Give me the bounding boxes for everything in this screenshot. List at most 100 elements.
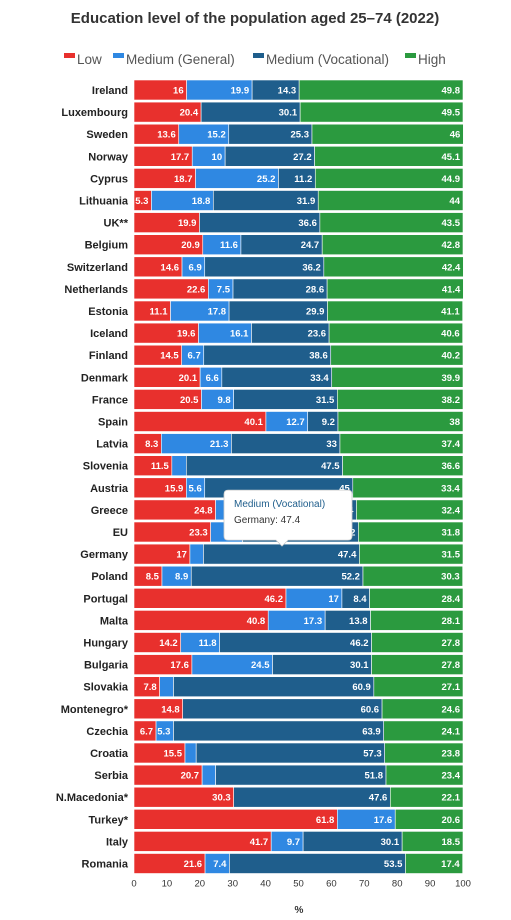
legend-swatch-high[interactable] bbox=[405, 53, 416, 58]
bar-high[interactable] bbox=[321, 234, 464, 255]
bar-high[interactable] bbox=[405, 853, 463, 874]
bar-medium-vocational[interactable] bbox=[173, 676, 375, 698]
bar-high[interactable] bbox=[319, 212, 464, 233]
tooltip-value: Germany: 47.4 bbox=[234, 515, 301, 526]
bar-high[interactable] bbox=[401, 831, 464, 852]
bar-high[interactable] bbox=[326, 278, 464, 300]
category-label: EU bbox=[113, 527, 128, 539]
bar-low[interactable] bbox=[133, 587, 287, 609]
bar-high[interactable] bbox=[389, 786, 464, 808]
legend-label-medium-general[interactable]: Medium (General) bbox=[126, 52, 235, 67]
data-label: 24.6 bbox=[442, 704, 461, 715]
bar-high[interactable] bbox=[331, 366, 464, 388]
bar-medium-vocational[interactable] bbox=[231, 433, 341, 454]
category-label: Serbia bbox=[94, 770, 129, 782]
data-label: 7.5 bbox=[217, 284, 231, 295]
data-label: 13.8 bbox=[349, 616, 368, 627]
data-label: 24.1 bbox=[442, 726, 461, 737]
bar-medium-vocational[interactable] bbox=[186, 455, 343, 477]
data-label: 41.7 bbox=[250, 837, 269, 848]
legend-swatch-medium-vocational[interactable] bbox=[253, 53, 264, 58]
bar-high[interactable] bbox=[314, 168, 464, 189]
data-label: 17.4 bbox=[441, 859, 460, 870]
bar-high[interactable] bbox=[352, 477, 463, 499]
data-label: 8.9 bbox=[175, 572, 188, 583]
category-label: Estonia bbox=[88, 306, 129, 318]
bar-high[interactable] bbox=[311, 123, 464, 145]
bar-high[interactable] bbox=[383, 720, 464, 742]
bar-medium-vocational[interactable] bbox=[229, 853, 406, 874]
data-label: 11.8 bbox=[199, 638, 217, 649]
data-label: 14.3 bbox=[278, 86, 297, 97]
category-label: Malta bbox=[100, 615, 129, 627]
data-label: 52.2 bbox=[341, 572, 360, 583]
data-label: 18.5 bbox=[442, 837, 461, 848]
bar-high[interactable] bbox=[362, 565, 463, 587]
data-label: 6.9 bbox=[189, 262, 202, 273]
data-label: 33.4 bbox=[441, 483, 460, 494]
bar-high[interactable] bbox=[369, 587, 464, 609]
bar-medium-vocational[interactable] bbox=[190, 565, 364, 587]
bar-high[interactable] bbox=[384, 742, 464, 764]
bar-medium-vocational[interactable] bbox=[233, 786, 391, 808]
bar-medium-general[interactable] bbox=[159, 676, 174, 698]
legend-label-low[interactable]: Low bbox=[77, 52, 102, 67]
data-label: 19.9 bbox=[231, 86, 250, 97]
bar-medium-vocational[interactable] bbox=[182, 698, 383, 720]
bar-low[interactable] bbox=[133, 808, 338, 830]
data-label: 24.8 bbox=[194, 505, 213, 516]
bar-medium-general[interactable] bbox=[171, 455, 187, 477]
bar-high[interactable] bbox=[339, 433, 464, 454]
bar-medium-vocational[interactable] bbox=[173, 720, 385, 742]
bar-medium-vocational[interactable] bbox=[219, 632, 372, 653]
x-tick-label: 40 bbox=[260, 879, 271, 890]
bar-high[interactable] bbox=[370, 610, 464, 631]
data-label: 40.8 bbox=[247, 616, 266, 627]
bar-high[interactable] bbox=[323, 256, 464, 278]
data-label: 15.9 bbox=[165, 483, 184, 494]
data-label: 20.7 bbox=[181, 771, 200, 782]
data-label: 27.8 bbox=[442, 660, 461, 671]
data-label: 14.2 bbox=[159, 638, 178, 649]
bar-high[interactable] bbox=[373, 676, 464, 698]
bar-medium-general[interactable] bbox=[184, 742, 197, 764]
bar-medium-vocational[interactable] bbox=[195, 742, 385, 764]
bar-high[interactable] bbox=[359, 543, 464, 565]
bar-high[interactable] bbox=[385, 764, 464, 786]
bar-high[interactable] bbox=[298, 79, 464, 101]
bar-high[interactable] bbox=[337, 411, 464, 432]
legend-swatch-medium-general[interactable] bbox=[113, 53, 124, 58]
data-label: 6.7 bbox=[140, 726, 153, 737]
bar-high[interactable] bbox=[358, 521, 464, 543]
bar-high[interactable] bbox=[356, 499, 464, 521]
chart-title: Education level of the population aged 2… bbox=[71, 10, 439, 27]
data-label: 38 bbox=[449, 417, 460, 428]
bar-high[interactable] bbox=[317, 190, 464, 211]
category-label: Cyprus bbox=[90, 173, 128, 185]
bar-medium-general[interactable] bbox=[201, 764, 216, 786]
bar-medium-vocational[interactable] bbox=[203, 543, 360, 565]
bar-high[interactable] bbox=[381, 698, 464, 720]
bar-high[interactable] bbox=[394, 808, 464, 830]
legend-label-high[interactable]: High bbox=[418, 52, 446, 67]
bar-medium-general[interactable] bbox=[189, 543, 204, 565]
legend-swatch-low[interactable] bbox=[64, 53, 75, 58]
bar-high[interactable] bbox=[314, 146, 464, 167]
bar-high[interactable] bbox=[330, 344, 464, 366]
data-label: 6.6 bbox=[206, 373, 219, 384]
bar-high[interactable] bbox=[371, 654, 464, 675]
bar-high[interactable] bbox=[371, 632, 464, 653]
legend-label-medium-vocational[interactable]: Medium (Vocational) bbox=[266, 52, 389, 67]
data-label: 61.8 bbox=[316, 815, 335, 826]
data-label: 24.5 bbox=[251, 660, 270, 671]
category-label: Turkey* bbox=[88, 814, 128, 826]
bar-high[interactable] bbox=[328, 322, 463, 344]
bar-high[interactable] bbox=[337, 389, 464, 410]
bar-high[interactable] bbox=[327, 300, 463, 322]
bar-high[interactable] bbox=[299, 101, 464, 123]
bar-medium-vocational[interactable] bbox=[215, 764, 387, 786]
bar-high[interactable] bbox=[342, 455, 464, 477]
data-label: 18.7 bbox=[174, 174, 193, 185]
data-label: 45.1 bbox=[442, 152, 461, 163]
